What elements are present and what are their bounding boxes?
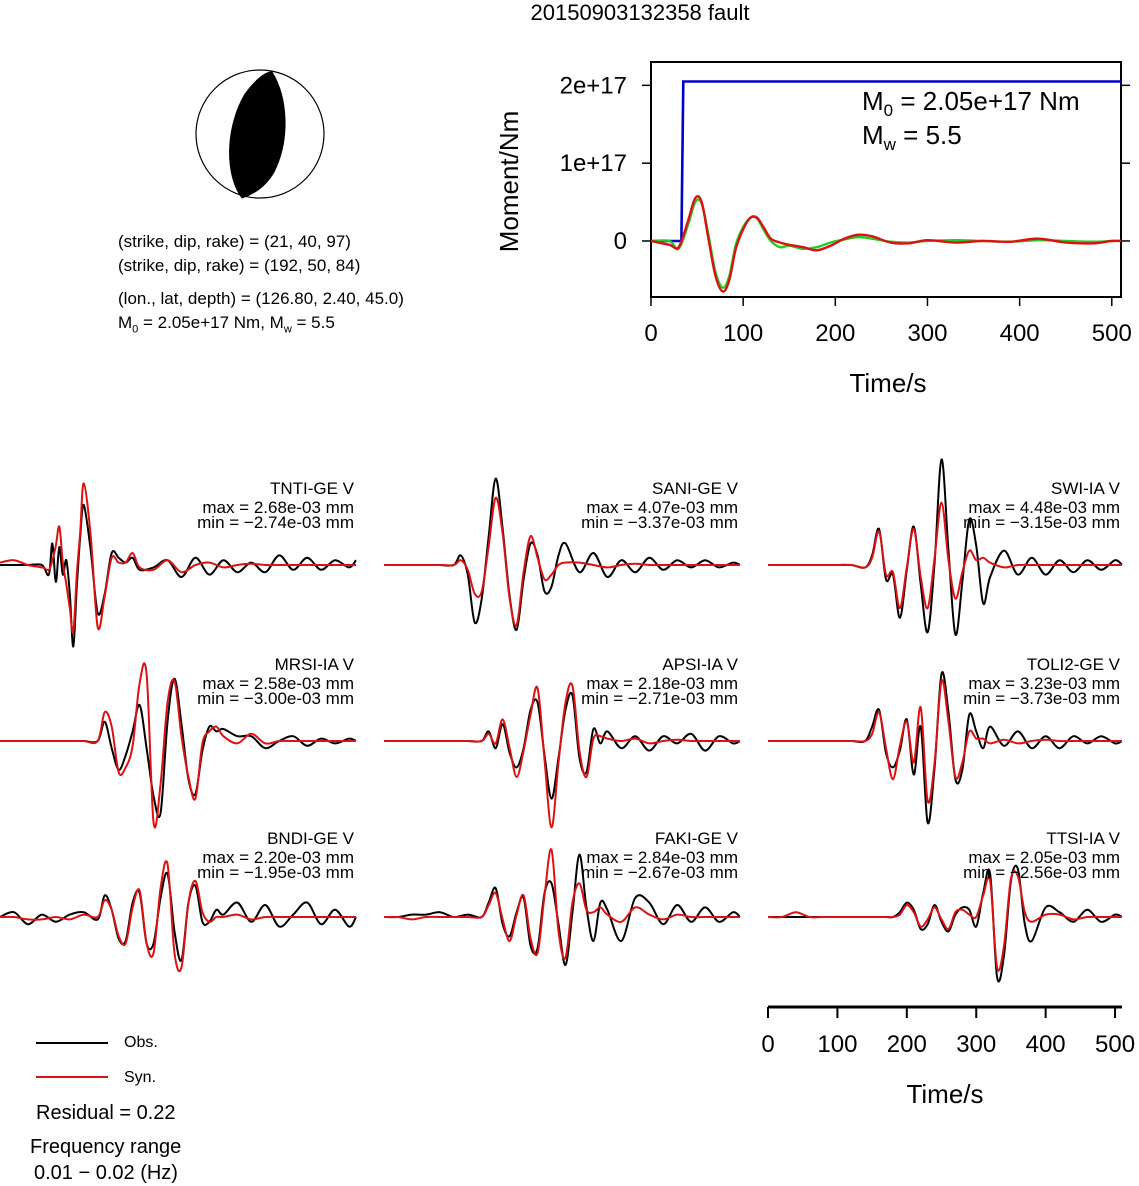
max-amplitude-label: max = 2.84e-03 mm xyxy=(586,848,738,867)
synthetic-trace xyxy=(768,679,1122,804)
moment-x-tick-label: 400 xyxy=(1000,320,1040,347)
synthetic-trace xyxy=(383,848,740,960)
station-label: APSI-IA V xyxy=(662,655,738,674)
annotation-mw-value: = 5.5 xyxy=(895,120,962,150)
moment-x-tick-label: 500 xyxy=(1092,320,1132,347)
station-label: TTSI-IA V xyxy=(1046,829,1120,848)
max-amplitude-label: max = 3.23e-03 mm xyxy=(968,674,1120,693)
max-amplitude-label: max = 2.58e-03 mm xyxy=(202,674,354,693)
moment-y-tick-label: 1e+17 xyxy=(560,150,627,177)
min-amplitude-label: min = −2.74e-03 mm xyxy=(197,513,354,532)
synthetic-trace xyxy=(384,682,740,829)
synthetic-trace xyxy=(767,869,1122,972)
station-label: BNDI-GE V xyxy=(267,829,355,848)
min-amplitude-label: min = −3.00e-03 mm xyxy=(197,689,354,708)
beachball xyxy=(195,69,325,199)
waveform-x-tick-label: 200 xyxy=(887,1031,927,1058)
annotation-m0-subscript: 0 xyxy=(883,101,894,121)
min-amplitude-label: min = −3.15e-03 mm xyxy=(963,513,1120,532)
waveform-x-tick-label: 500 xyxy=(1095,1031,1135,1058)
station-label: MRSI-IA V xyxy=(275,655,355,674)
mw-subscript: w xyxy=(283,323,292,336)
max-amplitude-label: max = 4.48e-03 mm xyxy=(968,498,1120,517)
moment-x-tick-label: 300 xyxy=(907,320,947,347)
station-label: TNTI-GE V xyxy=(270,479,355,498)
observed-trace xyxy=(0,503,357,648)
max-amplitude-label: max = 2.68e-03 mm xyxy=(202,498,354,517)
moment-rate-curve-2 xyxy=(650,195,1122,293)
annotation-m0-symbol: M xyxy=(862,86,884,116)
nodal-plane-2: (strike, dip, rake) = (192, 50, 84) xyxy=(118,256,361,275)
legend-syn-label: Syn. xyxy=(124,1069,157,1086)
moment-y-axis-label: Moment/Nm xyxy=(494,111,524,253)
max-amplitude-label: max = 2.18e-03 mm xyxy=(586,674,738,693)
synthetic-trace xyxy=(0,482,356,635)
annotation-m0-value: = 2.05e+17 Nm xyxy=(893,86,1080,116)
min-amplitude-label: min = −3.73e-03 mm xyxy=(963,689,1120,708)
moment-x-tick-label: 100 xyxy=(723,320,763,347)
moment-annotation: M0 = 2.05e+17 Nm xyxy=(862,86,1080,121)
frequency-range-title: Frequency range xyxy=(30,1136,182,1158)
annotation-mw-symbol: M xyxy=(862,120,884,150)
max-amplitude-label: max = 2.05e-03 mm xyxy=(968,848,1120,867)
moment-x-tick-label: 0 xyxy=(644,320,657,347)
frequency-range-value: 0.01 − 0.02 (Hz) xyxy=(34,1162,178,1184)
beachball-compressional-quadrant xyxy=(229,71,286,199)
moment-magnitude-line: M0 = 2.05e+17 Nm, Mw = 5.5 xyxy=(118,313,335,335)
observed-trace xyxy=(768,864,1123,983)
m0-symbol: M xyxy=(118,313,133,332)
m0-value: = 2.05e+17 Nm, M xyxy=(138,313,284,332)
moment-plot: 0 100 200 300 400 500 0 1e+17 2e+17 Time/s Moment/… xyxy=(494,61,1132,398)
moment-y-tick-label: 2e+17 xyxy=(560,72,627,99)
min-amplitude-label: min = −2.56e-03 mm xyxy=(963,863,1120,882)
synthetic-trace xyxy=(383,496,740,627)
station-label: TOLI2-GE V xyxy=(1027,655,1121,674)
synthetic-trace xyxy=(0,662,356,829)
station-label: FAKI-GE V xyxy=(655,829,739,848)
moment-x-axis-label: Time/s xyxy=(849,368,926,398)
m0-subscript: 0 xyxy=(132,323,139,336)
residual-text: Residual = 0.22 xyxy=(36,1102,176,1124)
observed-trace xyxy=(384,691,741,800)
moment-x-tick-label: 200 xyxy=(815,320,855,347)
max-amplitude-label: max = 4.07e-03 mm xyxy=(586,498,738,517)
legend-lines xyxy=(36,1042,108,1078)
mw-value: = 5.5 xyxy=(291,313,335,332)
magnitude-annotation: Mw = 5.5 xyxy=(862,120,962,155)
annotation-mw-subscript: w xyxy=(883,135,896,155)
waveform-x-tick-label: 100 xyxy=(817,1031,857,1058)
waveform-x-tick-label: 0 xyxy=(761,1031,774,1058)
min-amplitude-label: min = −3.37e-03 mm xyxy=(581,513,738,532)
max-amplitude-label: max = 2.20e-03 mm xyxy=(202,848,354,867)
station-label: SWI-IA V xyxy=(1051,479,1121,498)
min-amplitude-label: min = −1.95e-03 mm xyxy=(197,863,354,882)
synthetic-trace xyxy=(767,501,1122,610)
waveform-x-tick-label: 400 xyxy=(1026,1031,1066,1058)
synthetic-trace xyxy=(0,860,356,973)
waveform-x-tick-label: 300 xyxy=(956,1031,996,1058)
min-amplitude-label: min = −2.71e-03 mm xyxy=(581,689,738,708)
event-location: (lon., lat, depth) = (126.80, 2.40, 45.0… xyxy=(118,289,404,308)
waveform-x-axis-label: Time/s xyxy=(906,1079,983,1109)
figure-title: 20150903132358 fault xyxy=(530,0,750,25)
moment-plot-frame xyxy=(650,61,1122,298)
moment-y-tick-label: 0 xyxy=(614,228,627,255)
min-amplitude-label: min = −2.67e-03 mm xyxy=(581,863,738,882)
station-label: SANI-GE V xyxy=(652,479,739,498)
legend-obs-label: Obs. xyxy=(124,1034,158,1051)
nodal-plane-1: (strike, dip, rake) = (21, 40, 97) xyxy=(118,232,351,251)
